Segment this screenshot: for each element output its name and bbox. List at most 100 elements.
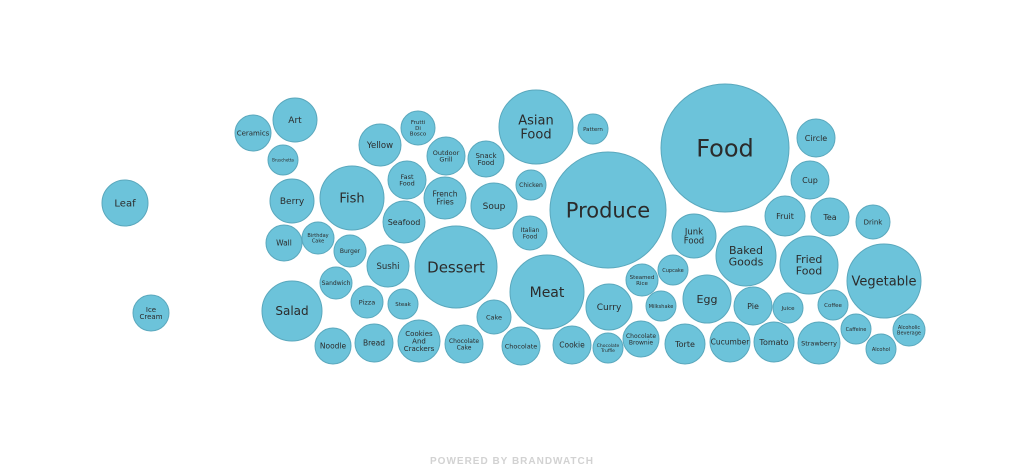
bubble-leaf[interactable]: Leaf	[101, 179, 149, 227]
bubble-vegetable[interactable]: Vegetable	[846, 243, 922, 319]
bubble-circle[interactable]	[682, 274, 732, 324]
bubble-circle[interactable]	[301, 221, 335, 255]
bubble-circle[interactable]	[358, 123, 402, 167]
bubble-circle[interactable]	[267, 144, 299, 176]
bubble-circle[interactable]	[753, 321, 795, 363]
bubble-dessert[interactable]: Dessert	[414, 225, 498, 309]
bubble-circle[interactable]	[467, 140, 505, 178]
bubble-circle[interactable]	[269, 178, 315, 224]
bubble-circle[interactable]	[387, 288, 419, 320]
bubble-french-fries[interactable]: French Fries	[423, 176, 467, 220]
bubble-seafood[interactable]: Seafood	[382, 200, 426, 244]
bubble-meat[interactable]: Meat	[509, 254, 585, 330]
bubble-circle[interactable]	[846, 243, 922, 319]
bubble-fish[interactable]: Fish	[319, 165, 385, 231]
bubble-egg[interactable]: Egg	[682, 274, 732, 324]
bubble-circle[interactable]	[660, 83, 790, 213]
bubble-soup[interactable]: Soup	[470, 182, 518, 230]
bubble-chicken[interactable]: Chicken	[515, 169, 547, 201]
bubble-circle[interactable]	[423, 176, 467, 220]
bubble-circle[interactable]	[625, 263, 659, 297]
bubble-circle[interactable]	[265, 224, 303, 262]
bubble-caffeine[interactable]: Caffeine	[840, 313, 872, 345]
bubble-circle[interactable]	[509, 254, 585, 330]
bubble-circle[interactable]	[622, 320, 660, 358]
bubble-milkshake[interactable]: Milkshake	[645, 290, 677, 322]
bubble-circle[interactable]	[549, 151, 667, 269]
bubble-circle[interactable]	[797, 321, 841, 365]
bubble-circle[interactable]	[715, 225, 777, 287]
bubble-coffee[interactable]: Coffee	[817, 289, 849, 321]
bubble-circle[interactable]	[810, 197, 850, 237]
bubble-circle[interactable]	[354, 323, 394, 363]
bubble-juice[interactable]: Juice	[772, 292, 804, 324]
bubble-ceramics[interactable]: Ceramics	[234, 114, 272, 152]
bubble-circle[interactable]	[515, 169, 547, 201]
bubble-circle[interactable]	[577, 113, 609, 145]
bubble-circle[interactable]	[444, 324, 484, 364]
bubble-circle[interactable]	[319, 165, 385, 231]
bubble-circle[interactable]	[796, 118, 836, 158]
bubble-cupcake[interactable]: Cupcake	[657, 254, 689, 286]
bubble-circle[interactable]	[840, 313, 872, 345]
bubble-pattern[interactable]: Pattern	[577, 113, 609, 145]
bubble-circle[interactable]	[470, 182, 518, 230]
bubble-art[interactable]: Art	[272, 97, 318, 143]
bubble-chocolate-truffle[interactable]: Chocolate Truffle	[592, 332, 624, 364]
bubble-food[interactable]: Food	[660, 83, 790, 213]
bubble-asian-food[interactable]: Asian Food	[498, 89, 574, 165]
bubble-noodle[interactable]: Noodle	[314, 327, 352, 365]
bubble-ice-cream[interactable]: Ice Cream	[132, 294, 170, 332]
bubble-circle[interactable]	[664, 323, 706, 365]
bubble-circle[interactable]	[733, 286, 773, 326]
bubble-chocolate-cake[interactable]: Chocolate Cake	[444, 324, 484, 364]
bubble-circle[interactable]	[512, 215, 548, 251]
bubble-circle[interactable]	[772, 292, 804, 324]
bubble-strawberry[interactable]: Strawberry	[797, 321, 841, 365]
bubble-outdoor-grill[interactable]: Outdoor Grill	[426, 136, 466, 176]
bubble-cookie[interactable]: Cookie	[552, 325, 592, 365]
bubble-circle[interactable]	[779, 235, 839, 295]
bubble-cake[interactable]: Cake	[476, 299, 512, 335]
bubble-circle[interactable]	[414, 225, 498, 309]
bubble-pie[interactable]: Pie	[733, 286, 773, 326]
bubble-circle[interactable]	[400, 110, 436, 146]
bubble-torte[interactable]: Torte	[664, 323, 706, 365]
bubble-circle[interactable]	[272, 97, 318, 143]
bubble-birthday-cake[interactable]: Birthday Cake	[301, 221, 335, 255]
bubble-circle[interactable]	[397, 319, 441, 363]
bubble-circle[interactable]	[671, 213, 717, 259]
bubble-burger[interactable]: Burger	[333, 234, 367, 268]
bubble-tomato[interactable]: Tomato	[753, 321, 795, 363]
bubble-junk-food[interactable]: Junk Food	[671, 213, 717, 259]
bubble-circle[interactable]	[790, 160, 830, 200]
bubble-circle[interactable]	[101, 179, 149, 227]
bubble-circle[interactable]	[314, 327, 352, 365]
bubble-produce[interactable]: Produce	[549, 151, 667, 269]
bubble-circle[interactable]	[764, 195, 806, 237]
bubble-circle[interactable]	[552, 325, 592, 365]
bubble-steak[interactable]: Steak	[387, 288, 419, 320]
bubble-baked-goods[interactable]: Baked Goods	[715, 225, 777, 287]
bubble-circle[interactable]	[855, 204, 891, 240]
bubble-frutti-di-bosco[interactable]: Frutti Di Bosco	[400, 110, 436, 146]
bubble-bruschetta[interactable]: Bruschetta	[267, 144, 299, 176]
bubble-yellow[interactable]: Yellow	[358, 123, 402, 167]
bubble-cucumber[interactable]: Cucumber	[709, 321, 751, 363]
bubble-circle[interactable]	[817, 289, 849, 321]
bubble-chocolate-brownie[interactable]: Chocolate Brownie	[622, 320, 660, 358]
bubble-circle[interactable]	[498, 89, 574, 165]
bubble-fast-food[interactable]: Fast Food	[387, 160, 427, 200]
bubble-circle[interactable]	[387, 160, 427, 200]
bubble-circle[interactable]	[645, 290, 677, 322]
bubble-steamed-rice[interactable]: Steamed Rice	[625, 263, 659, 297]
bubble-circle[interactable]	[426, 136, 466, 176]
bubble-bread[interactable]: Bread	[354, 323, 394, 363]
bubble-berry[interactable]: Berry	[269, 178, 315, 224]
bubble-chocolate[interactable]: Chocolate	[501, 326, 541, 366]
bubble-circle[interactable]	[892, 313, 926, 347]
bubble-circle[interactable]	[366, 244, 410, 288]
bubble-fruit[interactable]: Fruit	[764, 195, 806, 237]
bubble-circle[interactable]	[234, 114, 272, 152]
bubble-cookies-and-crackers[interactable]: Cookies And Crackers	[397, 319, 441, 363]
